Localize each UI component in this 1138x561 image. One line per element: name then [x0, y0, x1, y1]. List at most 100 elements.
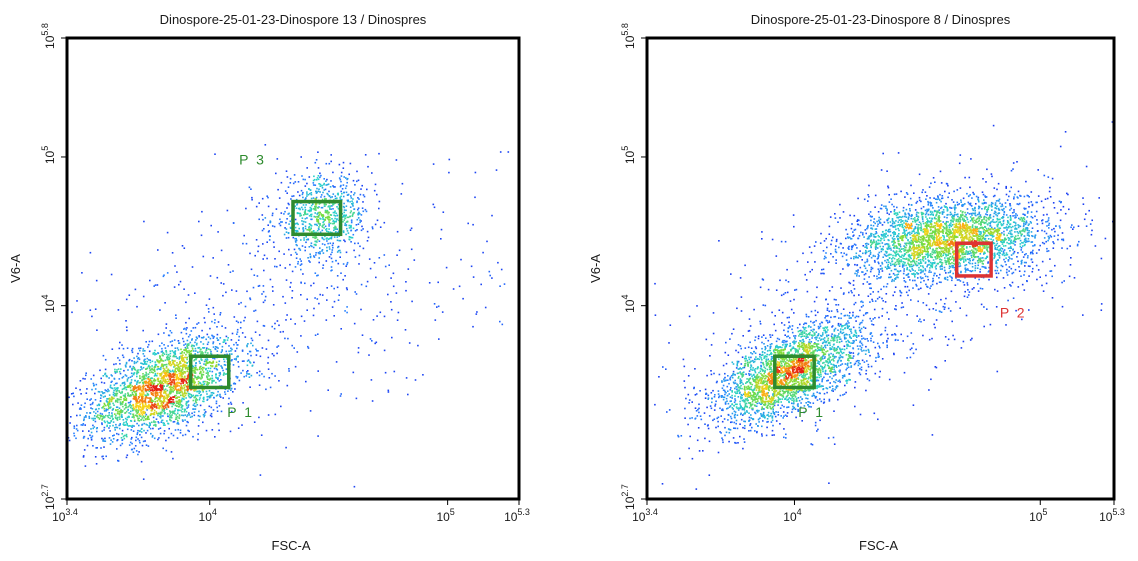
event-point — [189, 350, 192, 353]
event-point — [301, 245, 304, 247]
event-point — [202, 343, 205, 345]
event-point — [170, 397, 172, 400]
event-point — [373, 189, 376, 192]
event-point — [718, 396, 720, 399]
event-point — [835, 262, 837, 264]
event-point — [185, 367, 188, 369]
event-point — [157, 422, 160, 424]
event-point — [168, 358, 171, 361]
event-point — [123, 395, 126, 398]
event-point — [400, 193, 403, 195]
event-point — [723, 418, 726, 420]
event-point — [1036, 223, 1039, 225]
event-point — [303, 239, 305, 241]
event-point — [491, 214, 493, 217]
event-point — [869, 317, 871, 320]
event-point — [205, 368, 207, 371]
event-point — [194, 365, 197, 367]
event-point — [213, 322, 216, 324]
event-point — [1046, 197, 1049, 200]
event-point — [710, 373, 713, 376]
event-point — [706, 374, 708, 377]
event-point — [267, 231, 270, 233]
event-point — [179, 352, 182, 355]
event-point — [783, 324, 786, 326]
event-point — [204, 358, 207, 361]
event-point — [167, 359, 169, 361]
event-point — [757, 335, 760, 337]
event-point — [154, 365, 157, 367]
event-point — [161, 360, 163, 362]
gate-p1-rect[interactable] — [188, 354, 231, 390]
event-point — [696, 305, 698, 307]
event-point — [185, 301, 187, 304]
event-point — [209, 275, 212, 277]
event-point — [714, 405, 716, 407]
event-point — [145, 444, 148, 446]
event-point — [178, 367, 180, 369]
event-point — [147, 343, 150, 346]
event-point — [219, 373, 222, 375]
event-point — [754, 346, 757, 348]
event-point — [181, 388, 184, 390]
event-point — [165, 372, 168, 374]
event-point — [362, 228, 364, 230]
event-point — [230, 403, 233, 405]
event-point — [118, 378, 121, 380]
event-point — [98, 403, 100, 406]
event-point — [899, 270, 902, 272]
event-point — [193, 359, 195, 362]
event-point — [130, 379, 133, 381]
event-point — [1032, 252, 1034, 255]
event-point — [156, 397, 159, 399]
event-point — [1057, 234, 1059, 237]
event-point — [139, 413, 141, 415]
event-point — [928, 308, 931, 311]
event-point — [1028, 275, 1030, 277]
event-point — [315, 236, 318, 239]
gate-p3-rect[interactable] — [291, 199, 343, 237]
event-point — [853, 303, 855, 306]
event-point — [196, 404, 199, 406]
event-point — [151, 409, 153, 411]
event-point — [165, 394, 168, 397]
event-point — [333, 236, 336, 238]
event-point — [765, 434, 768, 437]
event-point — [310, 210, 312, 212]
event-point — [170, 402, 173, 405]
plot-frame — [65, 36, 521, 501]
event-point — [227, 403, 230, 405]
event-point — [343, 209, 346, 211]
event-point — [196, 390, 198, 393]
event-point — [186, 414, 189, 416]
event-point — [797, 408, 799, 411]
event-point — [334, 210, 336, 212]
event-point — [126, 454, 129, 456]
event-point — [92, 424, 94, 427]
event-point — [149, 422, 151, 425]
event-point — [159, 411, 162, 414]
event-point — [123, 397, 125, 400]
event-points — [67, 144, 510, 501]
event-point — [175, 416, 177, 419]
event-point — [866, 281, 869, 283]
event-point — [324, 225, 327, 228]
event-point — [739, 277, 742, 279]
event-point — [177, 390, 179, 392]
event-point — [146, 394, 149, 396]
event-point — [156, 404, 158, 406]
event-point — [290, 318, 292, 320]
event-point — [1013, 197, 1015, 200]
event-point — [122, 423, 125, 426]
event-point — [1042, 214, 1045, 216]
event-point — [320, 194, 323, 196]
event-point — [325, 217, 327, 219]
event-point — [168, 374, 170, 377]
event-point — [338, 235, 341, 237]
event-point — [82, 424, 84, 426]
event-point — [246, 290, 248, 293]
event-point — [315, 209, 317, 211]
event-point — [169, 392, 171, 395]
event-point — [445, 266, 448, 269]
event-point — [1056, 212, 1059, 214]
